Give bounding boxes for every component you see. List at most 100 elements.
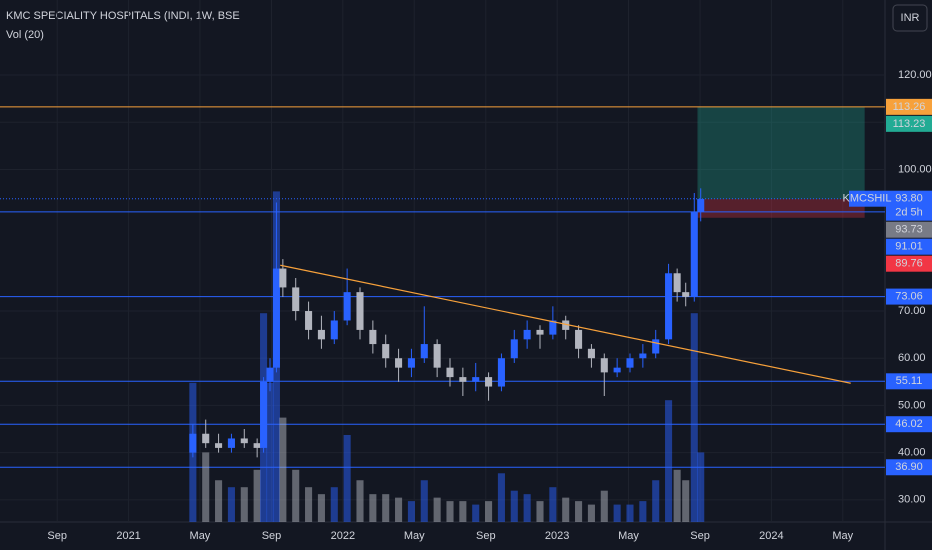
candle-body [485, 377, 493, 387]
candle-body [549, 320, 557, 335]
candle-body [510, 339, 518, 359]
volume-bar [639, 501, 647, 522]
volume-bar [690, 313, 698, 522]
volume-bar [697, 452, 705, 522]
indicator-label: Vol (20) [6, 29, 44, 41]
countdown-label: 2d 5h [895, 207, 923, 219]
candle-body [497, 358, 505, 387]
candle-body [690, 211, 698, 297]
candle-body [305, 311, 313, 330]
x-tick-label: Sep [262, 530, 282, 542]
candle-body [459, 377, 467, 382]
candle-body [317, 329, 325, 340]
price-label: 89.76 [895, 258, 923, 270]
price-label: 91.01 [895, 241, 923, 253]
volume-bar [356, 480, 364, 522]
currency-label[interactable]: INR [901, 12, 920, 24]
volume-bar [665, 400, 673, 522]
x-tick-label: Sep [47, 530, 67, 542]
y-tick-label: 120.00 [898, 69, 932, 81]
candle-body [420, 344, 428, 359]
volume-bar [317, 494, 325, 522]
volume-bar [292, 469, 300, 522]
candle-body [697, 199, 705, 212]
candle-body [215, 443, 223, 448]
candle-body [472, 377, 480, 382]
x-tick-label: May [618, 530, 639, 542]
volume-bar [673, 469, 681, 522]
x-tick-label: May [404, 530, 425, 542]
volume-bar [227, 487, 235, 522]
x-tick-label: May [190, 530, 211, 542]
x-tick-label: 2022 [331, 530, 355, 542]
volume-bar [330, 487, 338, 522]
candle-body [652, 339, 660, 354]
price-label-box [886, 416, 932, 433]
volume-bar [253, 469, 261, 522]
symbol-tag: KMCSHIL [843, 193, 892, 205]
x-tick-label: May [832, 530, 853, 542]
candle-body [433, 344, 441, 368]
candle-body [343, 292, 351, 321]
currency-button[interactable] [892, 4, 928, 32]
price-label-box [886, 238, 932, 255]
candle-body [562, 320, 570, 330]
candle-body [575, 329, 583, 349]
volume-bar [485, 501, 493, 522]
candle-body [665, 273, 673, 340]
candle-body [272, 268, 280, 368]
candle-body [292, 287, 300, 312]
candle-body [446, 367, 454, 378]
candle-body [639, 353, 647, 359]
volume-bar [600, 490, 608, 522]
y-tick-label: 60.00 [898, 352, 926, 364]
candle-body [626, 358, 634, 368]
candle-body [253, 443, 261, 448]
price-label-box [886, 115, 932, 132]
profit-zone [697, 106, 865, 200]
price-label-box [886, 221, 932, 238]
volume-bar [279, 417, 287, 522]
candle-body [279, 268, 287, 288]
x-tick-label: 2024 [759, 530, 783, 542]
volume-bar [240, 487, 248, 522]
price-label: 113.26 [893, 101, 926, 113]
price-label: 93.73 [895, 224, 923, 236]
price-label: 73.06 [895, 290, 923, 302]
volume-bar [266, 382, 274, 522]
candle-body [407, 358, 415, 368]
candle-body [369, 329, 377, 345]
candle-body [600, 358, 608, 373]
volume-bar [202, 452, 210, 522]
y-tick-label: 50.00 [898, 399, 926, 411]
volume-bar [420, 480, 428, 522]
candle-body [227, 438, 235, 448]
y-tick-label: 40.00 [898, 447, 926, 459]
volume-bar [343, 435, 351, 522]
candle-body [613, 367, 621, 373]
symbol-tag-box [849, 190, 886, 207]
candle-body [523, 329, 531, 340]
candle-body [202, 433, 210, 444]
candle-body [587, 348, 595, 359]
candle-body [189, 433, 197, 453]
volume-bar [652, 480, 660, 522]
volume-bar [613, 504, 621, 522]
volume-bar [459, 501, 467, 522]
price-label-box [886, 98, 932, 115]
price-label-box [886, 190, 932, 221]
price-label: 36.90 [895, 461, 923, 473]
volume-bar [682, 480, 690, 522]
candle-body [356, 292, 364, 330]
x-tick-label: Sep [690, 530, 710, 542]
price-label-box [886, 459, 932, 476]
x-tick-label: 2021 [116, 530, 140, 542]
trend-line [280, 264, 851, 384]
loss-zone [697, 199, 865, 218]
volume-bar [497, 473, 505, 522]
volume-bar [305, 487, 313, 522]
price-label: 113.23 [893, 118, 926, 130]
price-label-box [886, 373, 932, 390]
price-label: 46.02 [895, 418, 923, 430]
